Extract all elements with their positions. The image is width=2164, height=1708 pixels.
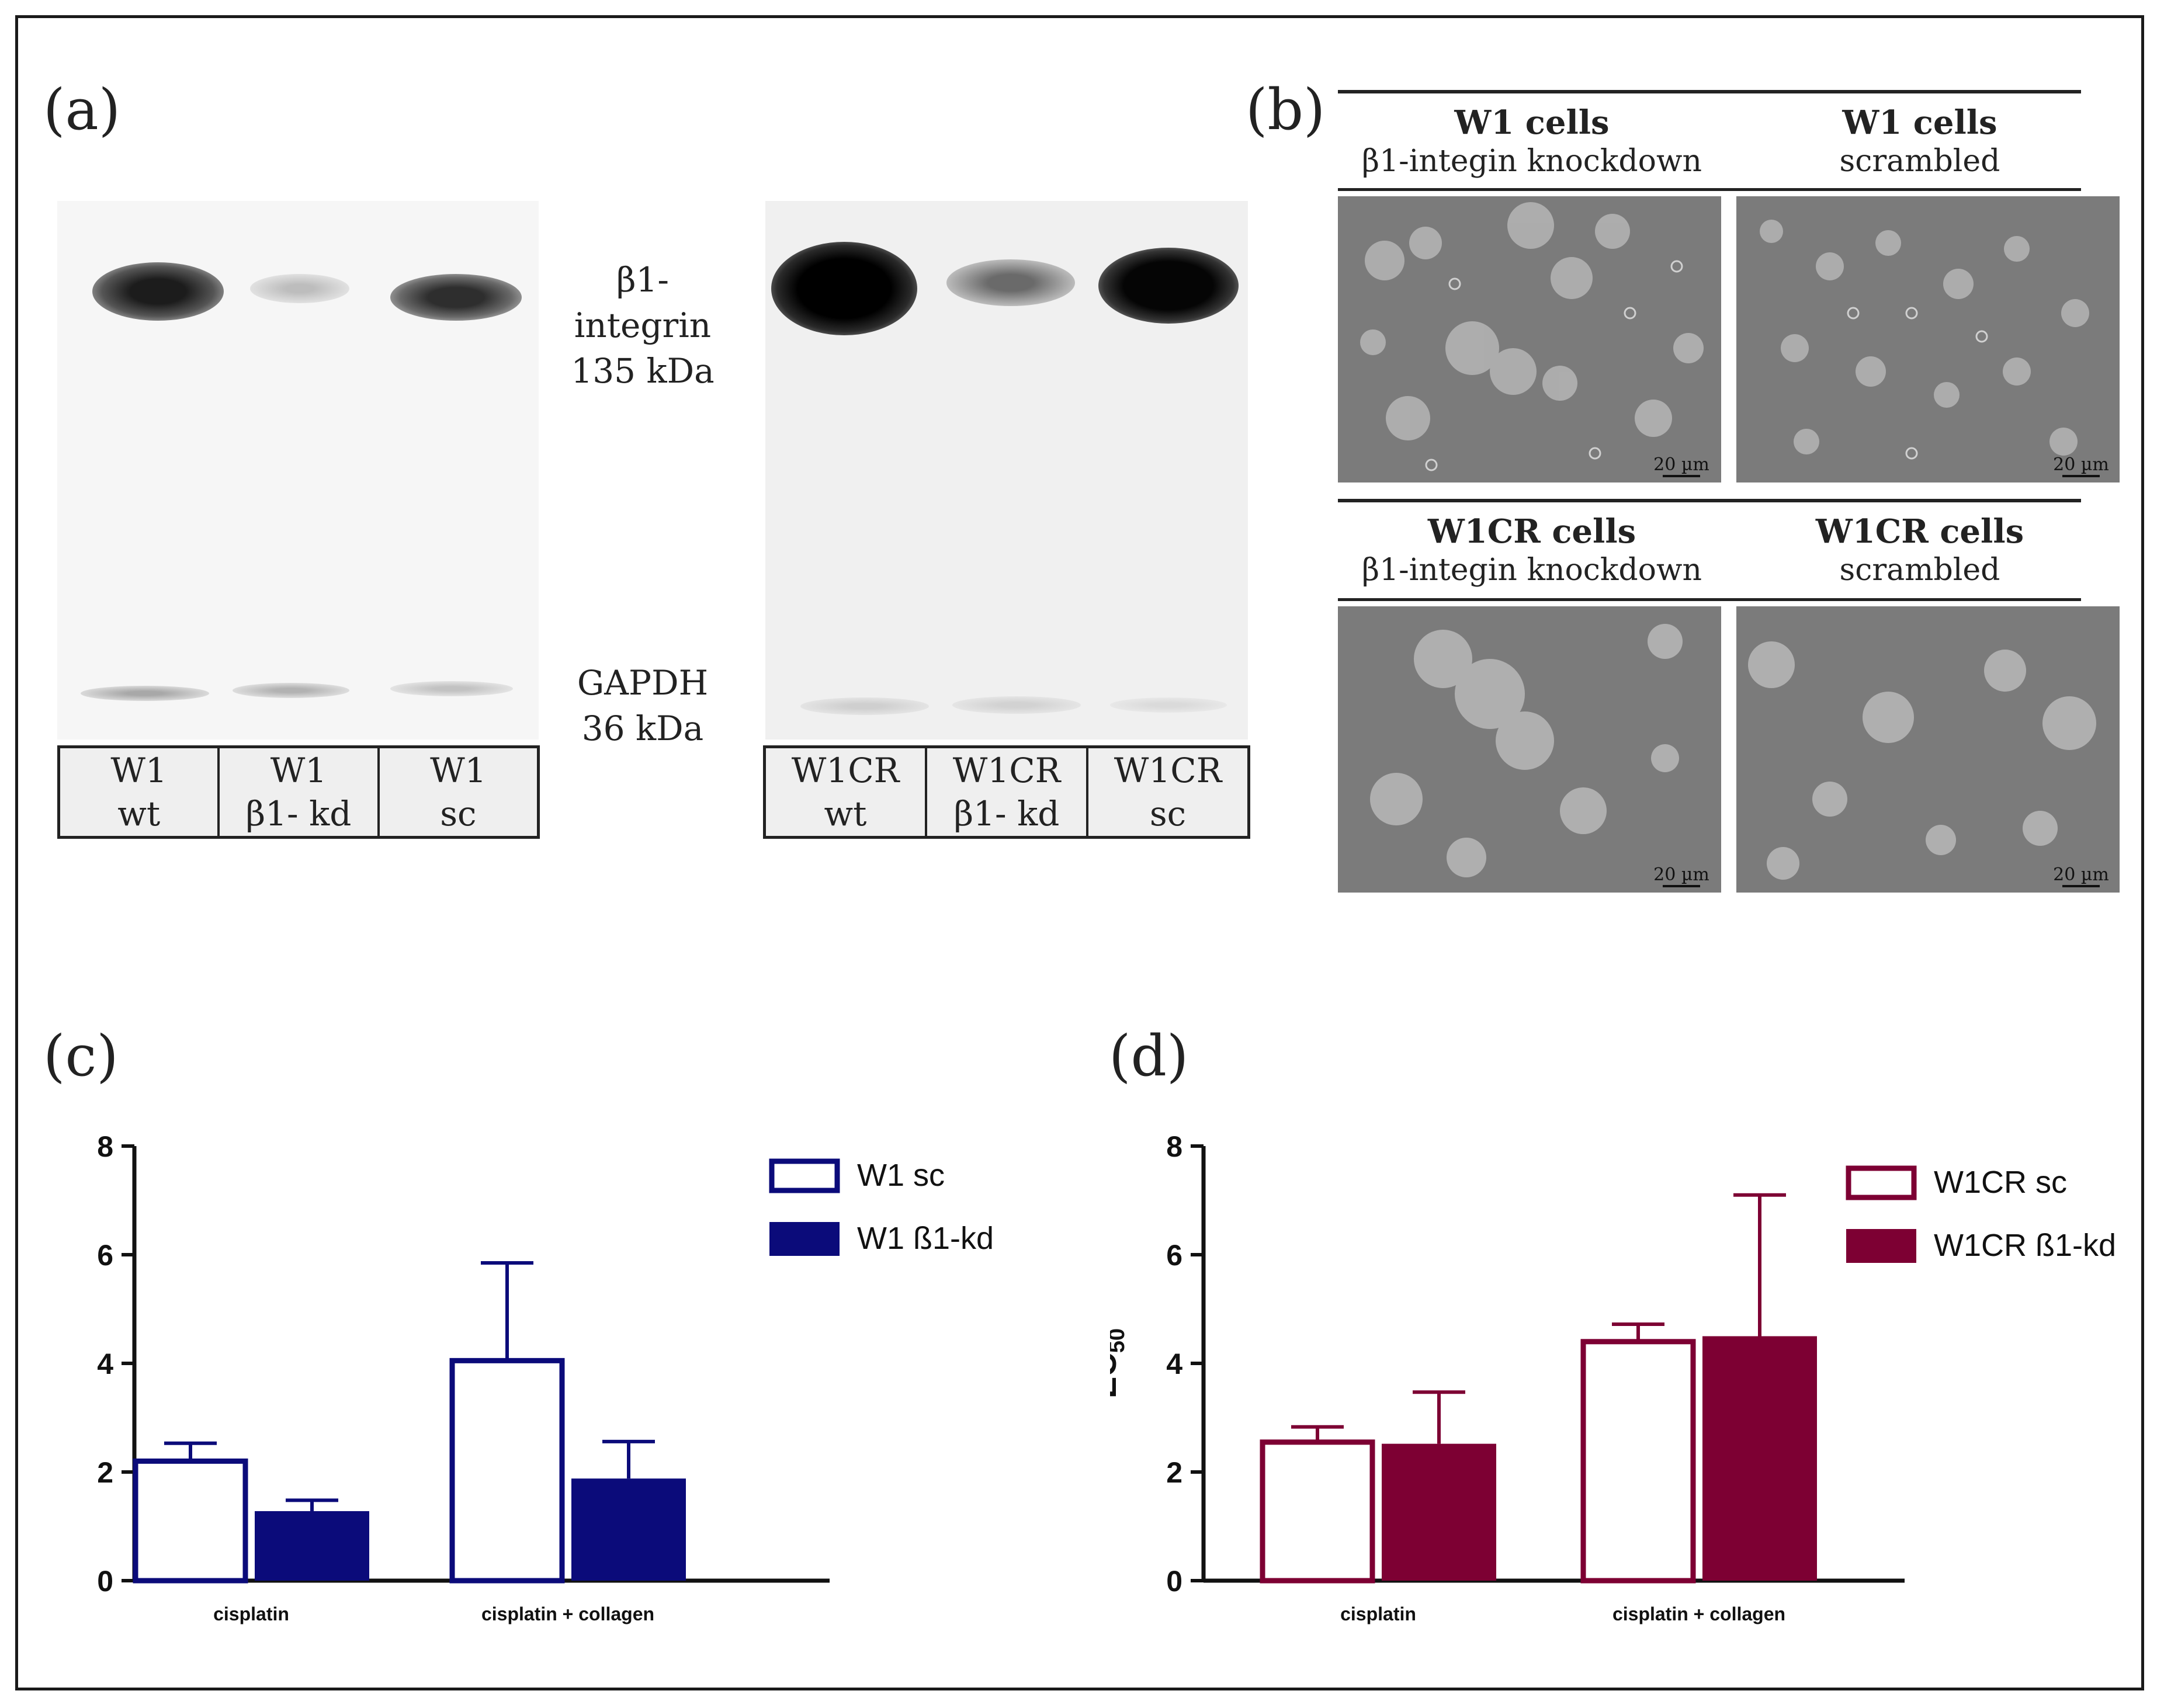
- header-w1-kd: W1 cells β1-integin knockdown: [1362, 103, 1702, 179]
- band-w1cr-wt-integrin: [771, 242, 917, 335]
- bar-W1-sc: [133, 1458, 248, 1584]
- rule: [1338, 598, 2081, 601]
- rule: [1338, 188, 2081, 191]
- figure-frame: [15, 15, 2144, 1690]
- band-w1-kd-integrin: [250, 274, 349, 303]
- cell-clusters: [1360, 202, 1704, 471]
- micrograph-w1-sc: [1736, 196, 2120, 482]
- band-w1cr-kd-gapdh: [952, 696, 1081, 714]
- y-tick-label: 0: [1166, 1565, 1182, 1598]
- blot-w1: [57, 201, 539, 740]
- lane-table-w1cr: W1CR wt W1CR β1- kd W1CR sc: [763, 745, 1250, 839]
- lane-label: W1CR β1- kd: [927, 748, 1088, 836]
- band-w1cr-sc-integrin: [1098, 248, 1239, 324]
- blot-w1cr: [765, 201, 1248, 740]
- bar-W1CR-sc: [1260, 1439, 1375, 1584]
- y-tick-label: 8: [97, 1130, 113, 1163]
- lane-label: W1 wt: [60, 748, 220, 836]
- panel-label-c: (c): [43, 1023, 119, 1089]
- y-tick-label: 4: [1166, 1348, 1182, 1380]
- panel-label-b: (b): [1246, 77, 1326, 143]
- bar-W1-sc: [449, 1358, 565, 1584]
- legend-swatch: [1846, 1229, 1916, 1263]
- cell-clusters: [1748, 641, 2096, 880]
- chart-d: 0 2 4 6 8 EC50 cisplatin cisplatin + collagen W1…: [1110, 1130, 2115, 1624]
- bar-W1-ß1-kd: [571, 1478, 686, 1581]
- band-w1cr-sc-gapdh: [1110, 697, 1227, 713]
- bar-W1CR-sc: [1580, 1339, 1696, 1584]
- y-axis-label: EC50: [1110, 1328, 1129, 1398]
- micrograph-w1-kd: [1338, 196, 1721, 482]
- lane-label: W1 β1- kd: [220, 748, 380, 836]
- legend-label: W1 ß1-kd: [857, 1221, 994, 1256]
- cell-clusters: [1760, 220, 2089, 460]
- lane-table-w1: W1 wt W1 β1- kd W1 sc: [57, 745, 540, 839]
- legend-label: W1CR ß1-kd: [1934, 1228, 2115, 1263]
- micrograph-w1cr-sc: [1736, 606, 2120, 893]
- scale-bar: 20 µm: [1646, 454, 1716, 477]
- band-w1-kd-gapdh: [233, 683, 349, 698]
- bar-W1CR-ß1-kd: [1382, 1443, 1496, 1581]
- lane-label: W1CR sc: [1114, 751, 1222, 834]
- lane-label: W1CR wt: [766, 748, 927, 836]
- legend-label: W1CR sc: [1934, 1165, 2067, 1200]
- bar-W1-ß1-kd: [255, 1511, 369, 1581]
- legend-label: W1 sc: [857, 1158, 945, 1193]
- rule: [1338, 90, 2081, 93]
- rule: [1338, 499, 2081, 502]
- x-tick-label: cisplatin: [1340, 1603, 1416, 1624]
- y-tick-label: 6: [97, 1239, 113, 1272]
- x-tick-label: cisplatin + collagen: [1612, 1603, 1785, 1624]
- marker-gapdh: GAPDH 36 kDa: [577, 663, 709, 748]
- lane-label: W1 sc: [430, 751, 487, 834]
- scale-bar: 20 µm: [2046, 865, 2116, 887]
- bar-W1CR-ß1-kd: [1702, 1336, 1817, 1581]
- band-w1cr-kd-integrin: [946, 259, 1075, 306]
- header-w1-sc: W1 cells scrambled: [1839, 103, 2000, 179]
- band-w1-wt-integrin: [92, 262, 224, 321]
- y-tick-label: 2: [97, 1456, 113, 1489]
- marker-integrin: β1-integrin 135 kDa: [571, 260, 715, 391]
- legend-swatch: [769, 1158, 840, 1193]
- header-w1cr-sc: W1CR cells scrambled: [1815, 512, 2024, 588]
- y-tick-label: 4: [97, 1348, 113, 1380]
- y-tick-label: 0: [97, 1565, 113, 1598]
- panel-label-a: (a): [43, 77, 121, 143]
- micrograph-w1cr-kd: [1338, 606, 1721, 893]
- scale-bar: 20 µm: [2046, 454, 2116, 477]
- band-w1-wt-gapdh: [81, 686, 209, 701]
- x-tick-label: cisplatin: [213, 1603, 289, 1624]
- scale-bar: 20 µm: [1646, 865, 1716, 887]
- y-tick-label: 8: [1166, 1130, 1182, 1163]
- y-tick-label: 6: [1166, 1239, 1182, 1272]
- panel-label-d: (d): [1109, 1023, 1189, 1089]
- cell-clusters: [1370, 624, 1683, 877]
- header-w1cr-kd: W1CR cells β1-integin knockdown: [1362, 512, 1702, 588]
- band-w1-sc-integrin: [390, 274, 522, 321]
- x-tick-label: cisplatin + collagen: [481, 1603, 654, 1624]
- y-tick-label: 2: [1166, 1456, 1182, 1489]
- band-w1cr-wt-gapdh: [800, 697, 929, 715]
- legend-swatch: [769, 1222, 840, 1256]
- legend-swatch: [1846, 1165, 1917, 1200]
- band-w1-sc-gapdh: [390, 681, 513, 696]
